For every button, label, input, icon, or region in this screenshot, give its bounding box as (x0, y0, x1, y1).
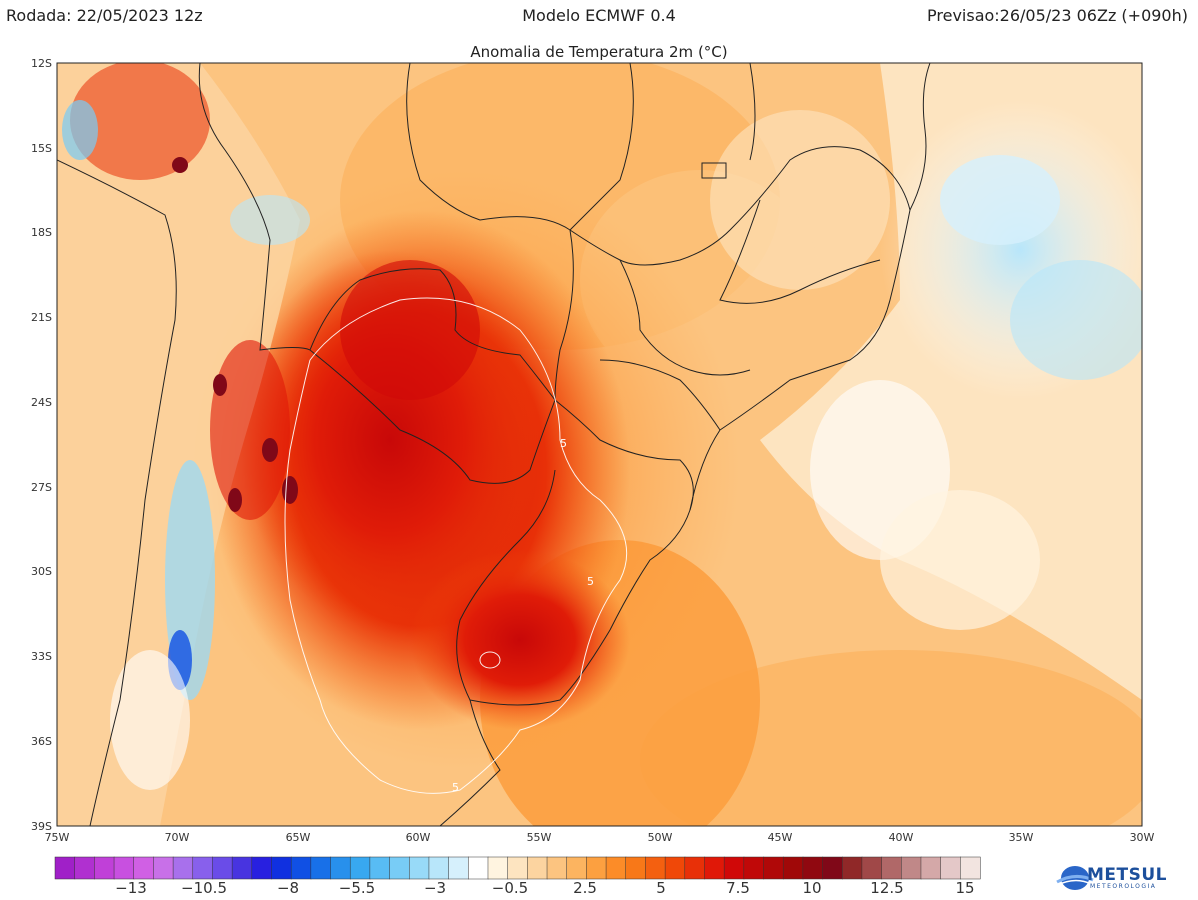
logo-name: METSUL (1087, 865, 1168, 885)
colorbar-swatch (664, 856, 686, 880)
colorbar-swatch (153, 856, 174, 880)
colorbar-swatch (349, 856, 371, 880)
colorbar-swatch (723, 856, 745, 880)
contour-label: 5 (452, 781, 459, 794)
colorbar-swatch (940, 856, 961, 880)
colorbar-swatch (704, 856, 725, 880)
colorbar-swatch (566, 856, 587, 880)
colorbar-swatch (310, 856, 332, 880)
contour-label: 5 (560, 437, 567, 450)
lat-tick: 12S (31, 57, 52, 70)
plot-frame (56, 62, 1143, 827)
colorbar-swatch (172, 856, 194, 880)
colorbar-swatch (586, 856, 607, 880)
lat-tick: 27S (31, 481, 52, 494)
colorbar-swatch (212, 856, 233, 880)
colorbar-label: −5.5 (339, 879, 375, 897)
colorbar-swatch (684, 856, 706, 880)
colorbar-swatch (251, 856, 273, 880)
colorbar-swatch (743, 856, 765, 880)
colorbar-label: 12.5 (870, 879, 903, 897)
political-borders (57, 63, 931, 826)
lon-tick: 40W (889, 831, 914, 844)
colorbar-swatch (802, 856, 824, 880)
run-date: Rodada: 22/05/2023 12z (6, 6, 203, 25)
colorbar-swatch (192, 856, 214, 880)
lat-tick: 33S (31, 650, 52, 663)
lon-axis: 75W 70W 65W 60W 55W 50W 45W 40W 35W 30W (45, 831, 1155, 844)
lon-tick: 45W (768, 831, 793, 844)
lat-tick: 18S (31, 226, 52, 239)
colorbar-swatch (960, 856, 981, 880)
colorbar-swatch (487, 856, 509, 880)
colorbar-swatch (389, 856, 410, 880)
metsul-logo (1055, 866, 1094, 890)
colorbar-swatch (841, 856, 863, 880)
colorbar-label: −13 (115, 879, 147, 897)
colorbar-label: −8 (277, 879, 299, 897)
logo-subtitle: METEOROLOGIA (1090, 883, 1157, 890)
colorbar-swatch (881, 856, 902, 880)
lat-tick: 15S (31, 142, 52, 155)
lat-axis: 12S 15S 18S 21S 24S 27S 30S 33S 36S 39S (31, 57, 52, 833)
colorbar-labels: −13 −10.5 −8 −5.5 −3 −0.5 2.5 5 7.5 10 1… (115, 879, 974, 897)
colorbar-swatch (782, 856, 804, 880)
colorbar-label: 10 (802, 879, 821, 897)
colorbar-swatch (133, 856, 154, 880)
contour-lines (284, 297, 628, 794)
colorbar-swatch (507, 856, 528, 880)
colorbar-swatch (74, 856, 95, 880)
lat-tick: 39S (31, 820, 52, 833)
lon-tick: 65W (286, 831, 311, 844)
colorbar-swatch (605, 856, 627, 880)
colorbar-label: 7.5 (726, 879, 750, 897)
colorbar-label: −0.5 (492, 879, 528, 897)
lat-tick: 36S (31, 735, 52, 748)
forecast-time: Previsao:26/05/23 06Zz (+090h) (927, 6, 1188, 25)
colorbar-swatch (271, 856, 292, 880)
lon-tick: 75W (45, 831, 70, 844)
colorbar-label: 2.5 (573, 879, 597, 897)
colorbar-label: −10.5 (181, 879, 227, 897)
colorbar-swatch (645, 856, 666, 880)
colorbar-swatch (448, 856, 469, 880)
lon-tick: 35W (1009, 831, 1034, 844)
colorbar-swatch (546, 856, 568, 880)
colorbar-swatch (763, 856, 784, 880)
colorbar-swatch (290, 856, 312, 880)
contour-label: 5 (587, 575, 594, 588)
colorbar-swatch (527, 856, 548, 880)
colorbar-label: 5 (656, 879, 666, 897)
colorbar-swatch (94, 856, 115, 880)
colorbar-swatch (231, 856, 253, 880)
model-name: Modelo ECMWF 0.4 (522, 6, 676, 25)
colorbar-label: 15 (955, 879, 974, 897)
map-title: Anomalia de Temperatura 2m (°C) (470, 43, 728, 61)
colorbar-swatch (861, 856, 883, 880)
colorbar-swatch (625, 856, 646, 880)
lat-tick: 30S (31, 565, 52, 578)
lon-tick: 60W (406, 831, 431, 844)
lon-tick: 30W (1130, 831, 1155, 844)
lat-tick: 21S (31, 311, 52, 324)
colorbar-swatch (330, 856, 351, 880)
colorbar-swatch (113, 856, 135, 880)
colorbar-swatch (409, 856, 430, 880)
lon-tick: 70W (165, 831, 190, 844)
lon-tick: 55W (527, 831, 552, 844)
lon-tick: 50W (648, 831, 673, 844)
colorbar-swatch (920, 856, 942, 880)
colorbar (54, 856, 981, 880)
map-field (57, 63, 1142, 826)
colorbar-swatch (901, 856, 922, 880)
lat-tick: 24S (31, 396, 52, 409)
colorbar-swatch (54, 856, 76, 880)
colorbar-swatch (822, 856, 843, 880)
colorbar-swatch (428, 856, 450, 880)
colorbar-swatch (468, 856, 489, 880)
colorbar-label: −3 (424, 879, 446, 897)
colorbar-swatch (369, 856, 391, 880)
